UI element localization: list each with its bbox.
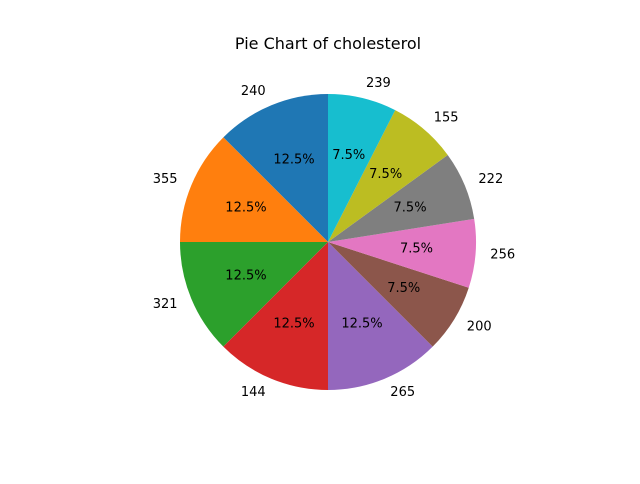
slice-percent-256: 7.5% bbox=[400, 241, 433, 256]
slice-percent-321: 12.5% bbox=[225, 268, 266, 283]
slice-percent-265: 12.5% bbox=[341, 317, 382, 332]
pie-labels: 240 12.5% 355 12.5% 321 12.5% 144 12.5% 265 12.5%… bbox=[153, 76, 515, 400]
pie-slice-321 bbox=[180, 242, 328, 347]
slice-percent-240: 12.5% bbox=[273, 152, 314, 167]
slice-percent-200: 7.5% bbox=[387, 281, 420, 296]
pie-slice-144 bbox=[223, 242, 328, 390]
slice-label-200: 200 bbox=[467, 320, 492, 335]
pie-slice-200 bbox=[328, 242, 469, 347]
slice-percent-144: 12.5% bbox=[273, 317, 314, 332]
slice-label-240: 240 bbox=[241, 84, 266, 99]
slice-percent-155: 7.5% bbox=[369, 167, 402, 182]
slice-label-265: 265 bbox=[390, 385, 415, 400]
slice-label-321: 321 bbox=[153, 297, 178, 312]
pie-slice-239 bbox=[328, 94, 396, 242]
chart-title: Pie Chart of cholesterol bbox=[235, 34, 421, 53]
pie-slice-222 bbox=[328, 155, 475, 242]
pie-slice-265 bbox=[328, 242, 433, 390]
slice-label-355: 355 bbox=[153, 172, 178, 187]
slice-label-256: 256 bbox=[490, 247, 515, 262]
slice-label-239: 239 bbox=[366, 76, 391, 91]
pie-slice-256 bbox=[328, 218, 477, 288]
slice-percent-222: 7.5% bbox=[394, 201, 427, 216]
slice-label-144: 144 bbox=[241, 385, 266, 400]
slice-percent-355: 12.5% bbox=[225, 201, 266, 216]
pie-slice-155 bbox=[328, 110, 448, 242]
pie-slices bbox=[180, 94, 477, 390]
slice-percent-239: 7.5% bbox=[332, 148, 365, 163]
slice-label-222: 222 bbox=[478, 172, 503, 187]
pie-slice-240 bbox=[223, 94, 328, 242]
pie-slice-355 bbox=[180, 137, 328, 242]
slice-label-155: 155 bbox=[434, 111, 459, 126]
